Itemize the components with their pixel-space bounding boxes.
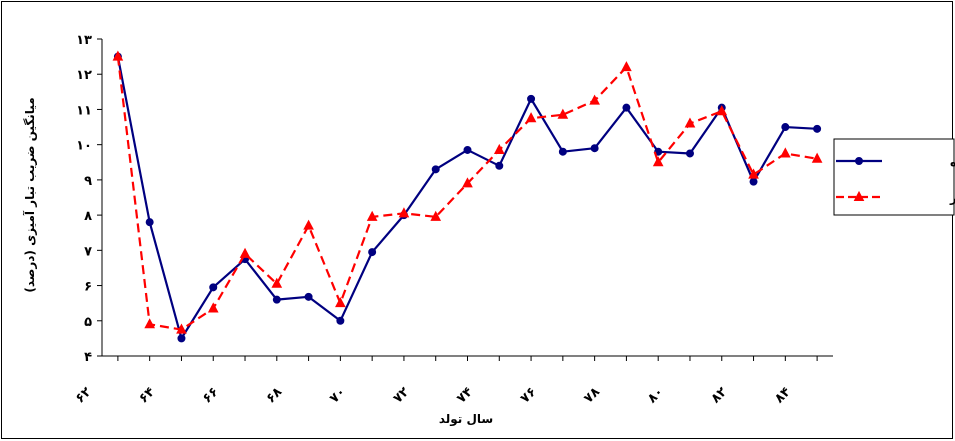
x-axis-title: سال تولد (439, 412, 493, 427)
data-point (368, 248, 377, 257)
data-point (716, 105, 728, 116)
data-point (495, 161, 504, 170)
legend: ماده نر (833, 138, 955, 216)
x-tick-label: ۶۲ (73, 385, 95, 407)
data-point (366, 210, 378, 221)
y-tick-label: ۱۳ (76, 33, 92, 48)
data-point (271, 277, 283, 288)
data-point (684, 117, 696, 128)
x-tick-label: ۷۶ (518, 385, 540, 407)
data-point (781, 123, 790, 132)
data-point (589, 94, 600, 105)
data-point (430, 210, 442, 221)
data-point (462, 177, 473, 188)
series-line (116, 56, 818, 340)
data-point (177, 334, 186, 343)
y-tick-label: ۱۲ (76, 68, 92, 83)
legend-swatch-marker (853, 190, 865, 201)
data-point (590, 144, 599, 153)
data-point (272, 295, 281, 304)
y-tick-label: ۶ (84, 280, 92, 295)
data-point (527, 94, 536, 103)
data-point (558, 147, 567, 156)
data-point (304, 292, 313, 301)
data-point (525, 112, 537, 123)
x-tick-label: ۷۴ (454, 385, 476, 407)
data-point (431, 165, 440, 174)
legend-swatch-marker (855, 157, 863, 165)
data-point (652, 156, 664, 167)
x-tick-label: ۶۶ (200, 385, 222, 407)
data-point (335, 297, 346, 308)
data-point (749, 177, 758, 186)
series-layer (112, 50, 823, 343)
data-point (811, 152, 823, 163)
x-tick-label: ۷۲ (391, 385, 413, 407)
data-point (622, 103, 631, 112)
x-tick-label: ۷۰ (327, 385, 349, 407)
data-point (654, 147, 663, 156)
y-tick-label: ۱۰ (76, 139, 92, 154)
y-tick-label: ۸ (84, 209, 92, 224)
series-1 (113, 52, 822, 343)
data-point (813, 124, 822, 133)
data-point (176, 323, 187, 334)
series-2 (112, 50, 823, 334)
data-point (336, 316, 345, 325)
y-tick-label: ۱۱ (76, 103, 92, 118)
y-axis-title: میانگین ضریب تبار آمیزی (درصد) (22, 97, 37, 292)
legend-item-2: نر (836, 190, 955, 205)
data-point (493, 143, 505, 154)
x-tick-label: ۸۴ (772, 385, 794, 407)
x-tick-label: ۸۰ (645, 385, 667, 407)
legend-item-1: ماده (836, 155, 955, 169)
y-tick-label: ۵ (84, 315, 92, 330)
data-point (557, 108, 569, 119)
data-point (144, 318, 156, 329)
data-point (207, 302, 219, 313)
data-point (303, 219, 314, 230)
data-point (209, 283, 218, 292)
data-point (779, 147, 791, 158)
x-tick-label: ۶۴ (136, 385, 158, 407)
data-point (685, 149, 694, 158)
x-tick-label: ۷۸ (581, 385, 603, 407)
legend-label: ماده (950, 155, 955, 169)
x-tick-label: ۸۲ (708, 385, 730, 407)
data-point (112, 50, 124, 61)
y-tick-label: ۷ (84, 244, 92, 259)
data-point (748, 168, 759, 179)
y-tick-label: ۹ (84, 174, 92, 189)
data-point (621, 61, 632, 72)
data-point (398, 207, 410, 218)
data-point (239, 247, 251, 258)
series-line (116, 56, 818, 331)
data-point (463, 145, 472, 154)
y-tick-label: ۴ (84, 350, 92, 365)
x-tick-label: ۶۸ (263, 385, 285, 407)
legend-box (833, 138, 955, 216)
data-point (145, 218, 154, 227)
legend-label: نر (949, 191, 955, 205)
